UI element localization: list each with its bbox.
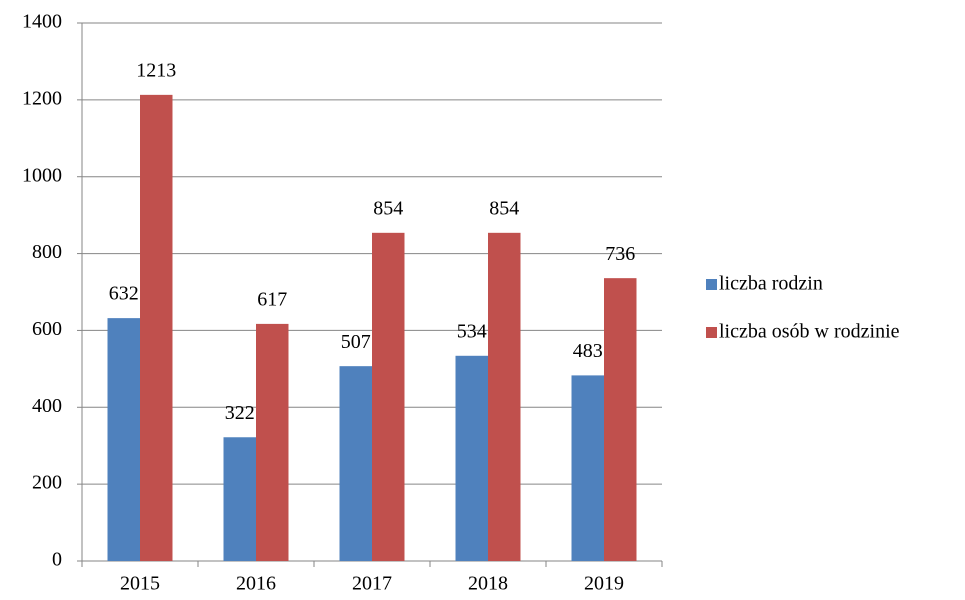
data-label: 854 — [489, 197, 519, 219]
data-label: 322 — [225, 402, 255, 424]
data-label: 854 — [373, 197, 403, 219]
legend-swatch — [706, 327, 717, 338]
y-tick-label: 0 — [52, 549, 62, 571]
data-label: 1213 — [136, 59, 176, 81]
bar — [372, 232, 405, 561]
bar — [488, 232, 521, 561]
x-tick-label: 2017 — [352, 573, 392, 595]
bar — [339, 366, 372, 561]
bar — [256, 323, 289, 561]
bar — [455, 355, 488, 561]
x-tick-label: 2018 — [468, 573, 508, 595]
data-label: 483 — [573, 340, 603, 362]
y-tick-label: 800 — [32, 241, 62, 263]
y-tick-label: 600 — [32, 318, 62, 340]
x-tick-label: 2015 — [120, 573, 160, 595]
data-label: 632 — [109, 283, 139, 305]
y-tick-label: 1400 — [22, 11, 62, 33]
legend-swatch — [706, 279, 717, 290]
y-tick-label: 1000 — [22, 164, 62, 186]
bar — [140, 94, 173, 562]
data-label: 736 — [605, 243, 635, 265]
data-label: 534 — [457, 320, 487, 342]
bar — [107, 318, 140, 561]
bar — [604, 278, 637, 561]
bar — [223, 437, 256, 561]
y-tick-label: 400 — [32, 395, 62, 417]
bar — [571, 375, 604, 561]
data-label: 507 — [341, 331, 371, 353]
x-tick-label: 2016 — [236, 573, 276, 595]
data-label: 617 — [257, 288, 287, 310]
y-tick-label: 200 — [32, 472, 62, 494]
legend-label: liczba osób w rodzinie — [719, 321, 900, 343]
y-tick-label: 1200 — [22, 87, 62, 109]
legend-label: liczba rodzin — [719, 273, 823, 295]
x-tick-label: 2019 — [584, 573, 624, 595]
